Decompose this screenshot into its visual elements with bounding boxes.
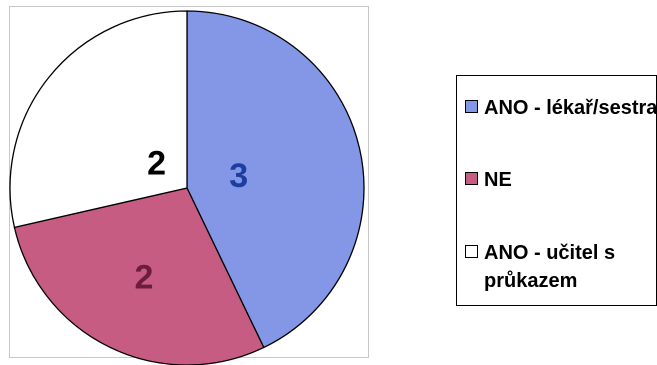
pie-slice-ano-ucitel — [9, 10, 188, 229]
legend-label-ne: NE — [484, 169, 512, 191]
pie-slice-ano-lekar-sestra — [186, 10, 365, 349]
legend-label-ano-ucitel: ANO - učitel s průkazem — [484, 242, 616, 292]
legend-swatch-ano-lekar-sestra — [465, 100, 478, 113]
pie-label-ne: 2 — [135, 258, 154, 296]
legend-item-ano-ucitel: ANO - učitel s průkazem — [465, 239, 657, 295]
pie-slice-ne — [13, 187, 265, 365]
legend-swatch-ano-ucitel — [465, 245, 478, 258]
pie-label-ano-ucitel: 2 — [147, 145, 166, 183]
pie-label-ano-lekar-sestra: 3 — [229, 157, 248, 195]
legend-label-ano-lekar-sestra: ANO - lékař/sestra — [484, 97, 657, 119]
legend-item-ano-lekar-sestra: ANO - lékař/sestra — [465, 94, 657, 122]
legend-swatch-ne — [465, 172, 478, 185]
legend-item-ne: NE — [465, 166, 657, 194]
legend: ANO - lékař/sestra NE ANO - učitel s prů… — [456, 75, 657, 306]
